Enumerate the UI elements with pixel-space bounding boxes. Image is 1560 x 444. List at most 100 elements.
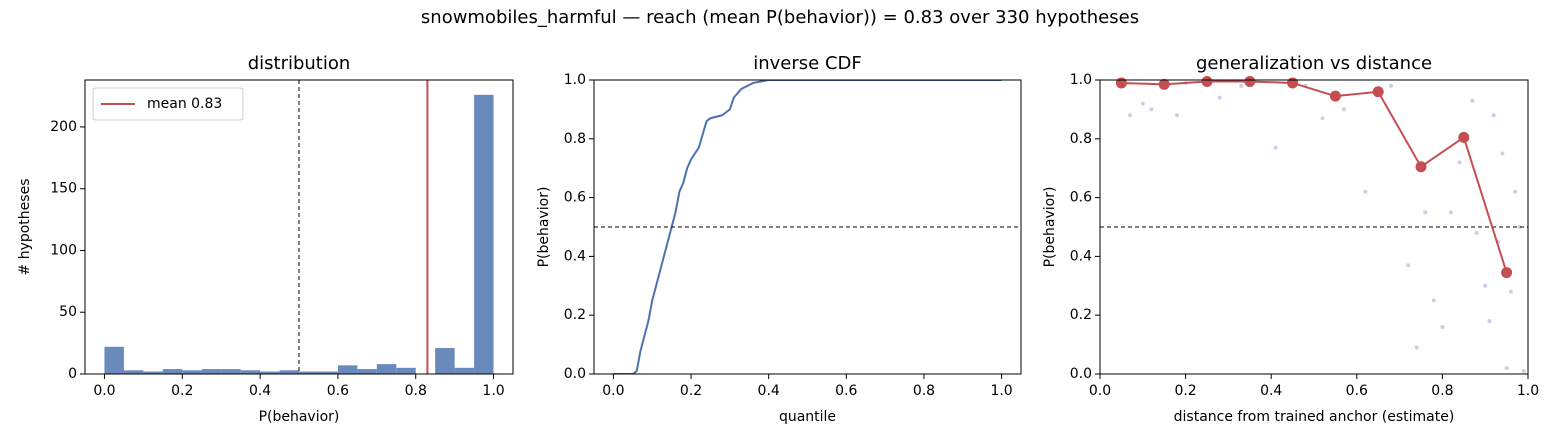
scatter-point bbox=[1440, 324, 1445, 329]
y-tick-label: 0.0 bbox=[1070, 366, 1092, 382]
x-tick-label: 1.0 bbox=[990, 383, 1012, 399]
y-axis-label: P(behavior) bbox=[536, 187, 552, 268]
x-tick-label: 1.0 bbox=[482, 383, 504, 399]
x-tick-label: 0.6 bbox=[1346, 383, 1368, 399]
scatter-point bbox=[1414, 345, 1419, 350]
x-tick-label: 0.8 bbox=[405, 383, 427, 399]
x-tick-label: 0.4 bbox=[249, 383, 271, 399]
line bbox=[613, 80, 1002, 374]
scatter-point bbox=[1239, 83, 1244, 88]
bar bbox=[357, 369, 377, 374]
y-tick-label: 0.4 bbox=[1070, 248, 1092, 264]
y-tick-label: 0.2 bbox=[1070, 307, 1092, 323]
bar bbox=[474, 94, 494, 374]
bar bbox=[201, 369, 222, 374]
y-tick-label: 100 bbox=[50, 242, 77, 258]
bar bbox=[143, 371, 163, 374]
x-axis-label: distance from trained anchor (estimate) bbox=[1174, 409, 1455, 425]
bar bbox=[240, 370, 261, 374]
legend-label: mean 0.83 bbox=[147, 96, 222, 112]
x-tick-label: 0.6 bbox=[327, 383, 349, 399]
plot-area bbox=[1100, 75, 1528, 374]
y-tick-label: 0.6 bbox=[1070, 190, 1092, 206]
scatter-point bbox=[1448, 210, 1453, 215]
scatter-point bbox=[1273, 145, 1278, 150]
bar bbox=[123, 370, 144, 374]
scatter-point bbox=[1389, 83, 1394, 88]
scatter-point bbox=[1149, 107, 1154, 112]
marker bbox=[1458, 131, 1470, 143]
axes-title: distribution bbox=[248, 53, 351, 74]
axes-title: inverse CDF bbox=[753, 53, 862, 74]
marker bbox=[1287, 77, 1299, 89]
suptitle: snowmobiles_harmful — reach (mean P(beha… bbox=[421, 7, 1139, 28]
line bbox=[1121, 80, 1508, 273]
marker bbox=[1501, 267, 1513, 279]
x-tick-label: 0.2 bbox=[680, 383, 702, 399]
legend-box bbox=[92, 87, 244, 121]
marker bbox=[1415, 161, 1427, 173]
y-tick-label: 0.0 bbox=[564, 366, 586, 382]
bar bbox=[435, 348, 455, 374]
scatter-point bbox=[1500, 151, 1505, 156]
scatter-point bbox=[1363, 189, 1368, 194]
bar bbox=[454, 367, 475, 374]
scatter-point bbox=[1517, 225, 1522, 229]
y-tick-label: 0.6 bbox=[564, 190, 586, 206]
axes-frame bbox=[1099, 79, 1529, 375]
x-axis-label: quantile bbox=[779, 409, 836, 425]
x-tick-label: 0.8 bbox=[1431, 383, 1453, 399]
y-axis-label: # hypotheses bbox=[17, 179, 33, 276]
plot-area bbox=[594, 80, 1021, 374]
y-tick-label: 50 bbox=[59, 304, 77, 320]
scatter-point bbox=[1341, 107, 1346, 112]
scatter-point bbox=[1217, 95, 1222, 100]
scatter-point bbox=[1423, 210, 1428, 215]
x-tick-label: 0.0 bbox=[602, 383, 624, 399]
x-tick-label: 0.0 bbox=[93, 383, 115, 399]
y-tick-label: 1.0 bbox=[1070, 72, 1092, 88]
y-tick-label: 200 bbox=[50, 119, 77, 135]
bar bbox=[260, 371, 280, 374]
scatter-point bbox=[1513, 189, 1518, 194]
bar bbox=[182, 370, 202, 374]
scatter-point bbox=[1487, 319, 1492, 324]
x-tick-label: 0.4 bbox=[758, 383, 780, 399]
marker bbox=[1329, 90, 1341, 102]
y-tick-label: 0.2 bbox=[564, 307, 586, 323]
scatter-point bbox=[1508, 289, 1513, 294]
axes-title: generalization vs distance bbox=[1196, 53, 1432, 74]
bar bbox=[337, 365, 358, 374]
x-tick-label: 0.4 bbox=[1260, 383, 1282, 399]
axes-frame bbox=[593, 79, 1022, 375]
scatter-point bbox=[1483, 283, 1488, 288]
plot-area bbox=[104, 80, 494, 374]
y-tick-label: 150 bbox=[50, 181, 77, 197]
y-tick-label: 0.4 bbox=[564, 248, 586, 264]
plot-content bbox=[1100, 80, 1528, 374]
y-tick-label: 0.8 bbox=[1070, 131, 1092, 147]
scatter-point bbox=[1127, 113, 1132, 118]
bar bbox=[299, 371, 319, 374]
y-tick-label: 0 bbox=[68, 366, 77, 382]
marker bbox=[1372, 86, 1384, 98]
scatter-point bbox=[1175, 113, 1180, 118]
scatter-point bbox=[1521, 369, 1526, 374]
bar bbox=[221, 369, 241, 374]
scatter-point bbox=[1457, 160, 1462, 165]
bar bbox=[104, 346, 124, 374]
x-tick-label: 0.2 bbox=[1174, 383, 1196, 399]
x-tick-label: 0.2 bbox=[171, 383, 193, 399]
x-tick-label: 0.8 bbox=[913, 383, 935, 399]
axes-frame bbox=[84, 79, 514, 375]
y-tick-label: 0.8 bbox=[564, 131, 586, 147]
scatter-point bbox=[1140, 101, 1145, 106]
scatter-point bbox=[1491, 113, 1496, 118]
scatter-point bbox=[1406, 263, 1411, 268]
marker bbox=[1158, 78, 1170, 90]
scatter-point bbox=[1474, 230, 1479, 235]
x-tick-label: 0.6 bbox=[835, 383, 857, 399]
scatter-point bbox=[1470, 98, 1475, 103]
marker bbox=[1115, 77, 1127, 89]
